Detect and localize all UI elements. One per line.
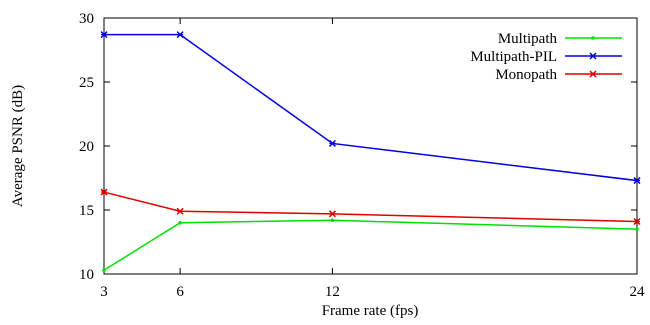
series-multipath-point [102,268,106,272]
series-multipath-pil-point [633,177,641,185]
series-monopath-line [103,191,638,223]
legend-multipath-pil-label: Multipath-PIL [470,49,557,65]
legend: Multipath Multipath-PIL Monopath [470,31,622,83]
y-tick-label: 20 [79,139,94,155]
axis-ticks: 3 6 12 24 10 15 20 25 30 [79,11,645,300]
legend-multipath-label: Multipath [498,31,558,47]
legend-monopath-label: Monopath [495,67,557,83]
x-tick-label: 6 [176,284,184,300]
y-tick-label: 15 [79,203,94,219]
plot-frame [103,17,638,275]
series-multipath-pil-point [100,31,108,39]
x-tick-label: 24 [630,284,646,300]
y-tick-label: 10 [79,267,94,283]
legend-multipath-pil-marker [589,52,597,60]
legend-multipath-marker [591,36,595,40]
series-multipath-pil-line [104,33,638,182]
y-tick-label: 30 [79,11,94,27]
y-axis-label: Average PSNR (dB) [10,85,26,207]
series-multipath-point [178,221,182,225]
x-tick-label: 3 [100,284,108,300]
series-multipath-point [635,227,639,231]
series-multipath-point [330,218,335,223]
x-tick-label: 12 [325,284,340,300]
series-monopath-point [328,210,336,218]
legend-monopath-marker [589,70,597,78]
y-tick-label: 25 [79,75,94,91]
series-multipath-pil-point [176,31,184,39]
series-group [100,31,641,272]
x-axis-label: Frame rate (fps) [322,303,419,319]
series-monopath-point [633,217,641,226]
series-monopath-point [176,207,184,215]
series-monopath-point [100,188,108,196]
series-multipath-line [103,219,638,271]
series-multipath-pil-point [328,139,336,147]
